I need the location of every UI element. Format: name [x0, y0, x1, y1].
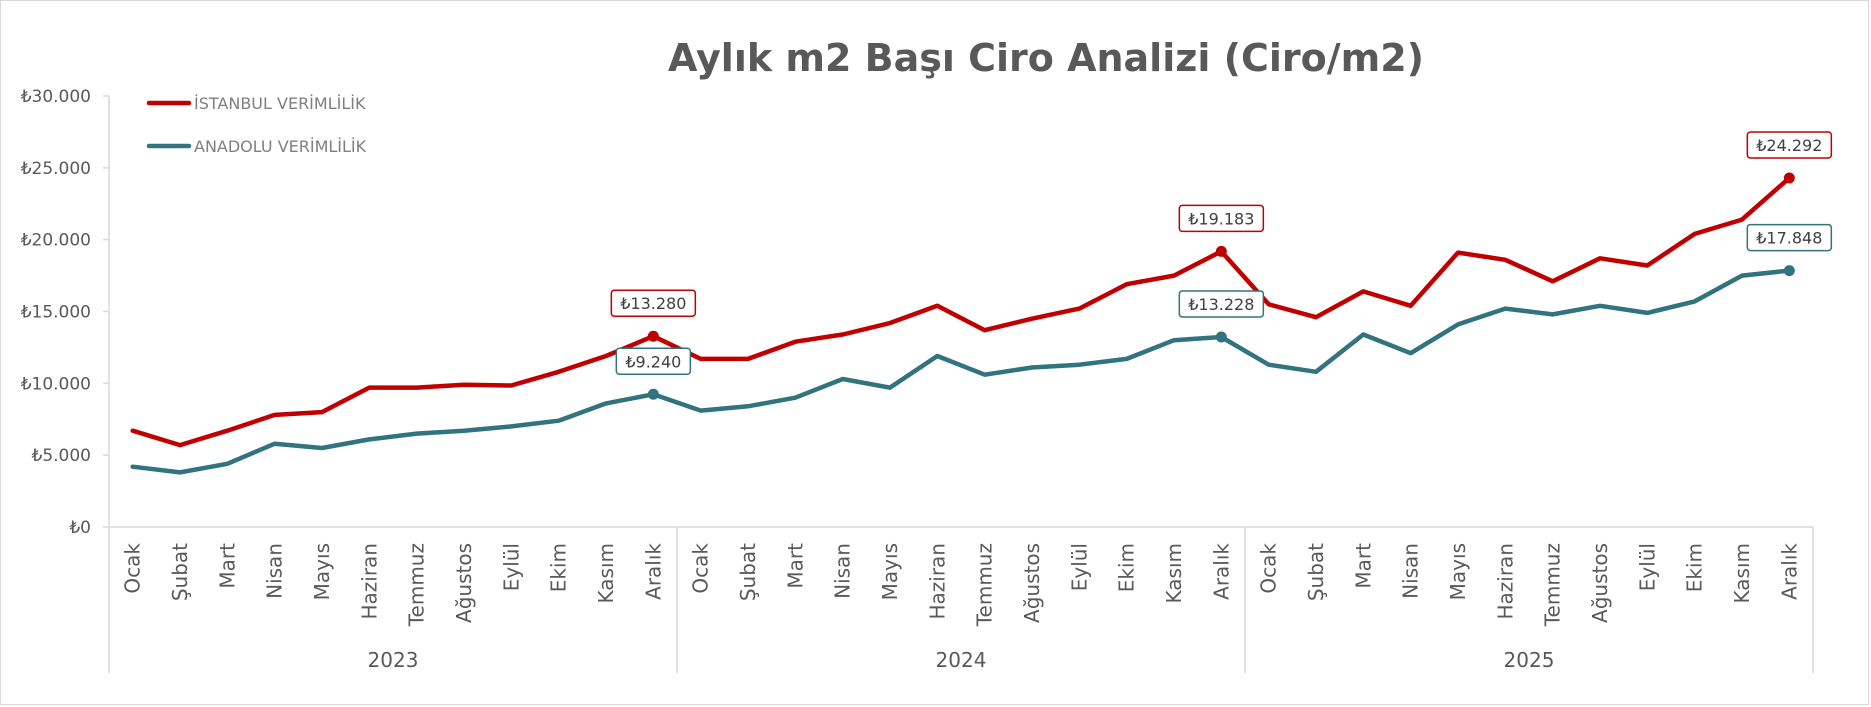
data-label-box [1746, 223, 1833, 252]
legend-label: İSTANBUL VERİMLİLİK [194, 94, 366, 113]
x-tick-label: Mayıs [878, 543, 902, 600]
x-tick-label: Eylül [1067, 543, 1091, 591]
x-tick-label: Aralık [1209, 543, 1233, 600]
x-tick-label: Mart [783, 543, 807, 589]
data-label-box [610, 289, 697, 317]
x-tick-label: Aralık [1777, 543, 1801, 600]
x-tick-label: Ağustos [1020, 543, 1044, 623]
x-tick-label: Ekim [1683, 543, 1707, 592]
group-label: 2025 [1504, 648, 1555, 672]
data-point-marker [647, 388, 659, 400]
y-tick-label: ₺5.000 [32, 446, 91, 466]
y-tick-label: ₺30.000 [21, 87, 91, 107]
data-label-box [1746, 131, 1833, 159]
series-line [130, 268, 1792, 475]
data-label: ₺24.292 [1756, 136, 1822, 155]
x-tick-label: Ağustos [452, 543, 476, 623]
data-point-marker [1215, 331, 1227, 343]
data-label-box [1178, 290, 1265, 318]
x-tick-label: Kasım [1730, 543, 1754, 603]
x-tick-label: Eylül [1635, 543, 1659, 591]
x-tick-label: Şubat [1304, 543, 1328, 601]
x-tick-label: Mayıs [1446, 543, 1470, 600]
data-point-marker [1783, 265, 1795, 277]
axes-layer: ₺0 ₺5.000 ₺10.000 ₺15.000 ₺20.000 ₺25.000 ₺30.… [21, 87, 1814, 673]
data-point-marker [1783, 172, 1795, 184]
data-label: ₺17.848 [1756, 229, 1822, 248]
x-tick-label: Aralık [641, 543, 665, 600]
x-tick-label: Temmuz [1541, 543, 1565, 627]
data-label: ₺19.183 [1188, 209, 1254, 228]
x-tick-label: Ocak [689, 543, 713, 594]
legend-label: ANADOLU VERİMLİLİK [194, 137, 367, 156]
x-tick-label: Mart [1351, 543, 1375, 589]
x-tick-label: Ocak [1257, 543, 1281, 594]
x-tick-label: Şubat [168, 543, 192, 601]
data-label: ₺9.240 [625, 352, 681, 371]
x-tick-label: Ocak [121, 543, 145, 594]
x-tick-label: Eylül [499, 543, 523, 591]
x-tick-label: Ekim [1115, 543, 1139, 592]
x-tick-label: Ekim [547, 543, 571, 592]
group-label: 2023 [368, 648, 419, 672]
legend: İSTANBUL VERİMLİLİK ANADOLU VERİMLİLİK [146, 94, 367, 156]
y-tick-label: ₺25.000 [21, 159, 91, 179]
x-tick-label: Nisan [831, 543, 855, 599]
y-tick-label: ₺20.000 [21, 231, 91, 251]
y-tick-label: ₺10.000 [21, 374, 91, 394]
x-tick-label: Temmuz [973, 543, 997, 627]
x-tick-label: Mayıs [310, 543, 334, 600]
x-tick-label: Haziran [925, 543, 949, 620]
x-tick-label: Mart [215, 543, 239, 589]
data-label-box [1178, 204, 1265, 233]
data-point-marker [647, 330, 659, 342]
x-tick-label: Kasım [594, 543, 618, 603]
series-layer [130, 172, 1795, 475]
data-label-box [615, 347, 692, 376]
data-point-marker [1215, 245, 1227, 257]
chart-title: Aylık m2 Başı Ciro Analizi (Ciro/m2) [668, 36, 1424, 80]
x-tick-label: Haziran [357, 543, 381, 620]
x-tick-label: Haziran [1493, 543, 1517, 620]
y-tick-label: ₺15.000 [21, 303, 91, 323]
x-tick-label: Temmuz [405, 543, 429, 627]
data-labels-layer: ₺13.280 ₺19.183 ₺24.292 ₺9.240 ₺13.228 ₺17.84… [610, 131, 1833, 376]
x-tick-label: Şubat [736, 543, 760, 601]
y-tick-label: ₺0 [69, 518, 91, 538]
x-tick-label: Kasım [1162, 543, 1186, 603]
data-label: ₺13.228 [1188, 295, 1254, 314]
x-tick-label: Nisan [1399, 543, 1423, 599]
series-line [130, 175, 1792, 448]
data-label: ₺13.280 [620, 294, 686, 313]
x-tick-label: Nisan [263, 543, 287, 599]
x-tick-label: Ağustos [1588, 543, 1612, 623]
group-label: 2024 [936, 648, 987, 672]
